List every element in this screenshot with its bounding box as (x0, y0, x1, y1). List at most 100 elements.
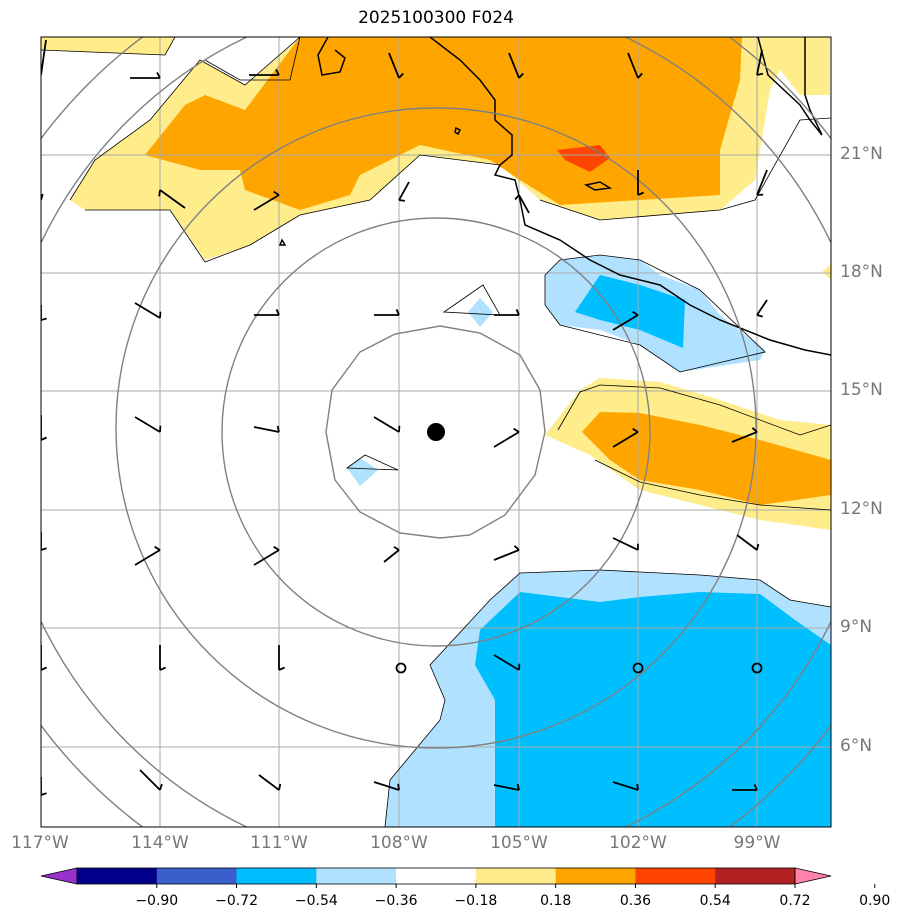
colorbar-tick-label: 0.90 (859, 893, 891, 909)
wind-barb (612, 310, 639, 331)
calm-wind-marker (751, 662, 763, 674)
wind-barb (612, 781, 639, 791)
wind-barb (493, 427, 520, 448)
wind-barb (493, 783, 520, 791)
wind-barb (130, 71, 161, 79)
wind-barb (514, 194, 530, 214)
wind-barb (493, 654, 521, 671)
colorbar-segment (555, 868, 636, 884)
colorbar-tick-label: 0.36 (619, 893, 652, 909)
map-title: 2025100300 F024 (358, 8, 514, 28)
lon-label: 114°W (131, 833, 189, 853)
colorbar-extend-low (40, 867, 78, 885)
lon-label: 102°W (609, 833, 667, 853)
wind-barb (731, 427, 758, 443)
wind-barb (493, 545, 520, 561)
wind-barb (134, 416, 162, 433)
colorbar-tick-label: 0.72 (779, 893, 811, 909)
wind-barb (158, 189, 186, 209)
colorbar-segment (316, 868, 397, 884)
wind-barb (253, 190, 280, 211)
lon-label: 108°W (370, 833, 428, 853)
wind-barb (134, 545, 161, 566)
fill-yellow-topleft (41, 37, 175, 55)
wind-barbs (41, 39, 768, 796)
wind-barb (494, 309, 520, 316)
wind-barb (41, 645, 47, 671)
wind-barb (612, 427, 639, 448)
lat-label: 18°N (840, 262, 883, 282)
fill-lightblue-small2 (347, 458, 378, 486)
coastlines (278, 37, 831, 356)
colorbar-segment (396, 868, 477, 884)
wind-barb (388, 52, 404, 79)
fill-blue-south (475, 592, 831, 827)
wind-barb (627, 52, 643, 79)
colorbar-segment (475, 868, 557, 884)
colorbar-tick-label: −0.54 (294, 893, 338, 909)
wind-barb (383, 546, 400, 563)
wind-barb (253, 545, 280, 566)
colorbar (40, 867, 876, 888)
wind-barb (374, 309, 400, 316)
colorbar-segment (156, 868, 238, 884)
lon-label: 105°W (490, 833, 548, 853)
lat-label: 15°N (840, 380, 883, 400)
colorbar-tick-label: 0.18 (540, 893, 572, 909)
wind-barb (254, 309, 280, 316)
wind-barb (159, 645, 166, 671)
fill-blue-upper (575, 275, 685, 348)
wind-barb (398, 181, 410, 202)
wind-barb (41, 532, 47, 551)
fill-outline-contours (41, 37, 831, 827)
lon-label: 117°W (11, 833, 69, 853)
wind-barb (756, 169, 768, 196)
colorbar-tick-label: −0.90 (135, 893, 179, 909)
fill-lightblue-small1 (468, 298, 493, 327)
colorbar-tick-label: −0.72 (215, 893, 258, 909)
wind-barb (736, 534, 760, 551)
wind-barb (756, 49, 764, 76)
colorbar-tick-label: 0.54 (699, 893, 731, 909)
colorbar-tick-label: −0.18 (454, 893, 498, 909)
lat-label: 6°N (840, 736, 873, 756)
lat-label: 21°N (840, 144, 883, 164)
wind-barb (41, 777, 47, 796)
wind-barb (732, 784, 758, 791)
wind-barb (258, 774, 282, 791)
storm-center-marker (427, 423, 445, 441)
fill-yellow-east (822, 264, 831, 280)
wind-barb (612, 537, 639, 551)
wind-barb (41, 193, 44, 201)
colorbar-frame (76, 867, 796, 885)
lon-label: 99°W (733, 833, 781, 853)
fill-orange-band (582, 412, 831, 505)
wind-barb (373, 781, 400, 791)
colorbar-segment (635, 868, 716, 884)
wind-barb (278, 645, 285, 671)
wind-barb (253, 425, 280, 433)
lat-label: 12°N (840, 499, 883, 519)
wind-barb (373, 416, 401, 433)
wind-barb (41, 305, 47, 321)
wind-barb (41, 415, 47, 441)
colorbar-segment (77, 868, 158, 884)
wind-barb (508, 52, 524, 79)
wind-barb (249, 68, 280, 76)
colorbar-extend-high (794, 867, 832, 885)
wind-barb (139, 769, 163, 791)
wind-barb (756, 299, 768, 318)
map-frame (40, 36, 832, 828)
colorbar-segment (236, 868, 317, 884)
colorbar-tick-label: −0.36 (374, 893, 418, 909)
wind-barb (637, 170, 644, 196)
wind-barb (134, 302, 162, 319)
colorbar-segment (715, 868, 796, 884)
calm-wind-marker (395, 662, 407, 674)
calm-wind-marker (632, 662, 644, 674)
lat-label: 9°N (840, 617, 873, 637)
